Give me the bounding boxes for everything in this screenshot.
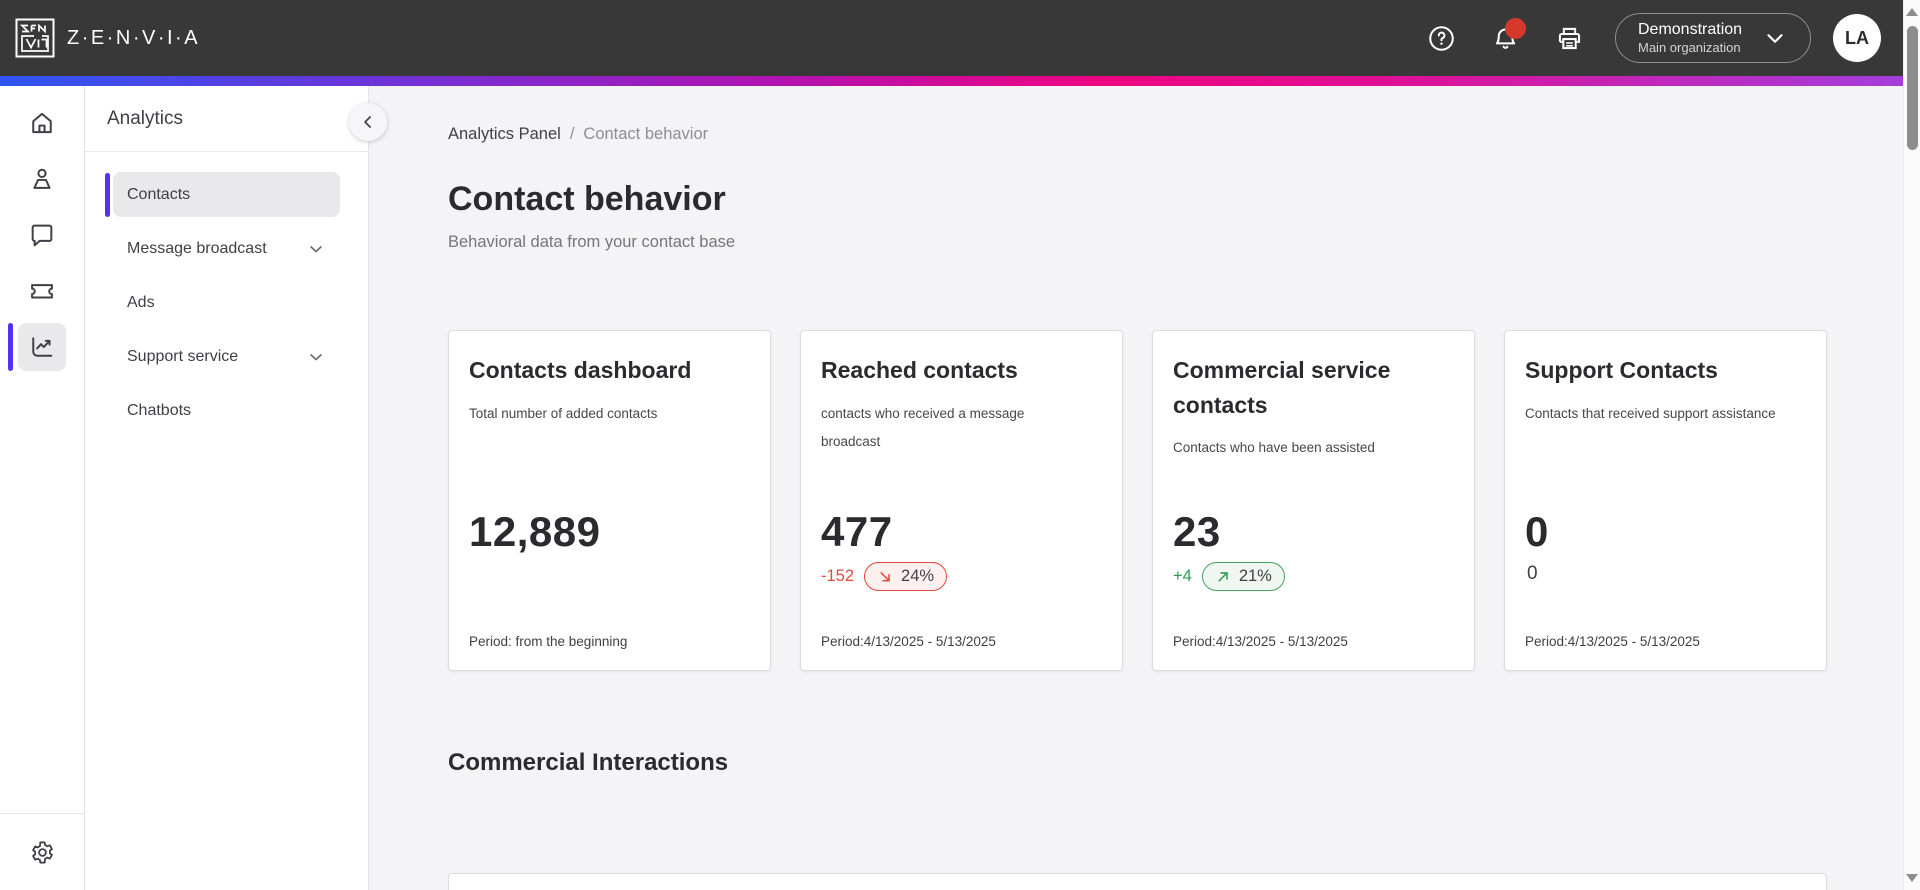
help-icon [1428,25,1455,52]
notification-dot-badge [1505,18,1526,39]
card-value: 12,889 [469,508,601,555]
home-icon [32,112,52,134]
card-secondary-value: 0 [1527,563,1538,584]
help-button[interactable] [1427,24,1455,52]
printer-icon [1556,25,1583,52]
card-period: Period:4/13/2025 - 5/13/2025 [1525,634,1700,649]
main-content: Analytics Panel / Contact behavior Conta… [369,86,1903,890]
rail-item-home[interactable] [18,99,66,147]
nav-panel-title: Analytics [85,86,368,152]
card-support-contacts: Support Contacts Contacts that received … [1504,330,1827,671]
organization-texts: Demonstration Main organization [1638,20,1742,56]
nav-item-label: Ads [127,293,155,311]
breadcrumb-separator: / [569,125,575,143]
page-title: Contact behavior [448,180,726,218]
trend-badge: 24% [864,561,948,591]
card-title: Support Contacts [1525,357,1718,383]
collapse-panel-button[interactable] [349,103,387,141]
trend-badge: 21% [1201,561,1285,591]
line-chart-icon [32,337,53,357]
chevron-down-icon [310,353,322,360]
card-description: Contacts who have been assisted [1173,440,1375,455]
arrow-down-right-icon [880,571,890,582]
organization-name: Demonstration [1638,20,1743,38]
scrollbar-up-arrow[interactable] [1906,8,1918,16]
scrollbar-down-arrow[interactable] [1906,874,1918,882]
organization-subtitle: Main organization [1638,39,1741,55]
ticket-icon [31,284,53,299]
scrollbar-thumb[interactable] [1907,26,1918,150]
organization-switcher[interactable]: Demonstration Main organization [1615,13,1811,63]
card-value: 23 [1173,508,1221,555]
nav-item-label: Support service [127,347,239,365]
card-delta-row: +4 21% [1173,559,1285,593]
nav-item-ads[interactable]: Ads [113,280,340,325]
card-period: Period:4/13/2025 - 5/13/2025 [821,634,996,649]
rail-item-contacts[interactable] [18,155,66,203]
badge-percent: 21% [1238,566,1272,585]
card-title: Reached contacts [821,357,1018,383]
arrow-up-right-icon [1218,571,1228,582]
card-reached-contacts: Reached contacts contacts who received a… [800,330,1123,671]
card-title: Commercial service contacts [1173,357,1391,418]
card-delta-row: -152 24% [821,559,948,593]
zenvia-logo-icon[interactable] [15,18,55,58]
chevron-left-icon [364,116,371,128]
rail-item-analytics[interactable] [8,323,66,371]
card-description: contacts who received a message broadcas… [821,405,1025,449]
breadcrumb: Analytics Panel / Contact behavior [448,125,1903,144]
card-title: Contacts dashboard [469,357,692,383]
nav-item-support-service[interactable]: Support service [113,334,340,379]
nav-item-chatbots[interactable]: Chatbots [113,388,340,433]
card-period: Period:4/13/2025 - 5/13/2025 [1173,634,1348,649]
card-value: 477 [821,508,893,555]
card-period: Period: from the beginning [469,634,628,649]
gear-icon [31,840,53,864]
rail-item-sales[interactable] [18,267,66,315]
nav-item-message-broadcast[interactable]: Message broadcast [113,226,340,271]
body-row: Analytics Contacts Message broadcast [0,86,1903,890]
card-description: Total number of added contacts [469,405,658,421]
rail-footer [0,813,85,890]
card-value: 0 [1525,508,1549,555]
brand-gradient-bar [0,76,1903,86]
breadcrumb-current: Contact behavior [583,125,709,143]
user-avatar[interactable]: LA [1833,14,1881,62]
card-commercial-service-contacts: Commercial service contacts Contacts who… [1152,330,1475,671]
commercial-interactions-card-edge [448,873,1827,890]
badge-percent: 24% [901,566,935,585]
settings-button[interactable] [18,828,66,876]
chat-bubble-icon [31,224,53,247]
nav-item-label: Message broadcast [127,239,267,257]
user-icon [33,168,51,189]
brand-wordmark: Z·E·N·V·I·A [67,26,201,49]
card-description: Contacts that received support assistanc… [1525,405,1776,421]
delta-value: -152 [821,566,855,585]
icon-rail [0,86,85,890]
nav-item-contacts[interactable]: Contacts [105,172,340,217]
page-scrollbar[interactable] [1903,0,1920,890]
card-contacts-dashboard: Contacts dashboard Total number of added… [448,330,771,671]
nav-item-label: Contacts [127,185,191,203]
rail-item-conversations[interactable] [18,211,66,259]
chevron-down-icon [1767,34,1783,43]
notifications-button[interactable] [1491,18,1526,52]
page-subtitle: Behavioral data from your contact base [448,233,736,251]
delta-value: +4 [1173,566,1192,585]
kpi-cards-row: Contacts dashboard Total number of added… [448,330,1903,671]
topbar: Z·E·N·V·I·A [0,0,1903,76]
nav-item-label: Chatbots [127,401,192,419]
analytics-nav-panel: Analytics Contacts Message broadcast [85,86,387,890]
breadcrumb-parent-link[interactable]: Analytics Panel [448,125,561,143]
section-title-commercial-interactions: Commercial Interactions [448,749,729,776]
nav-panel-items: Contacts Message broadcast Ads Support s… [85,152,368,433]
chevron-down-icon [310,245,322,252]
print-button[interactable] [1555,24,1583,52]
